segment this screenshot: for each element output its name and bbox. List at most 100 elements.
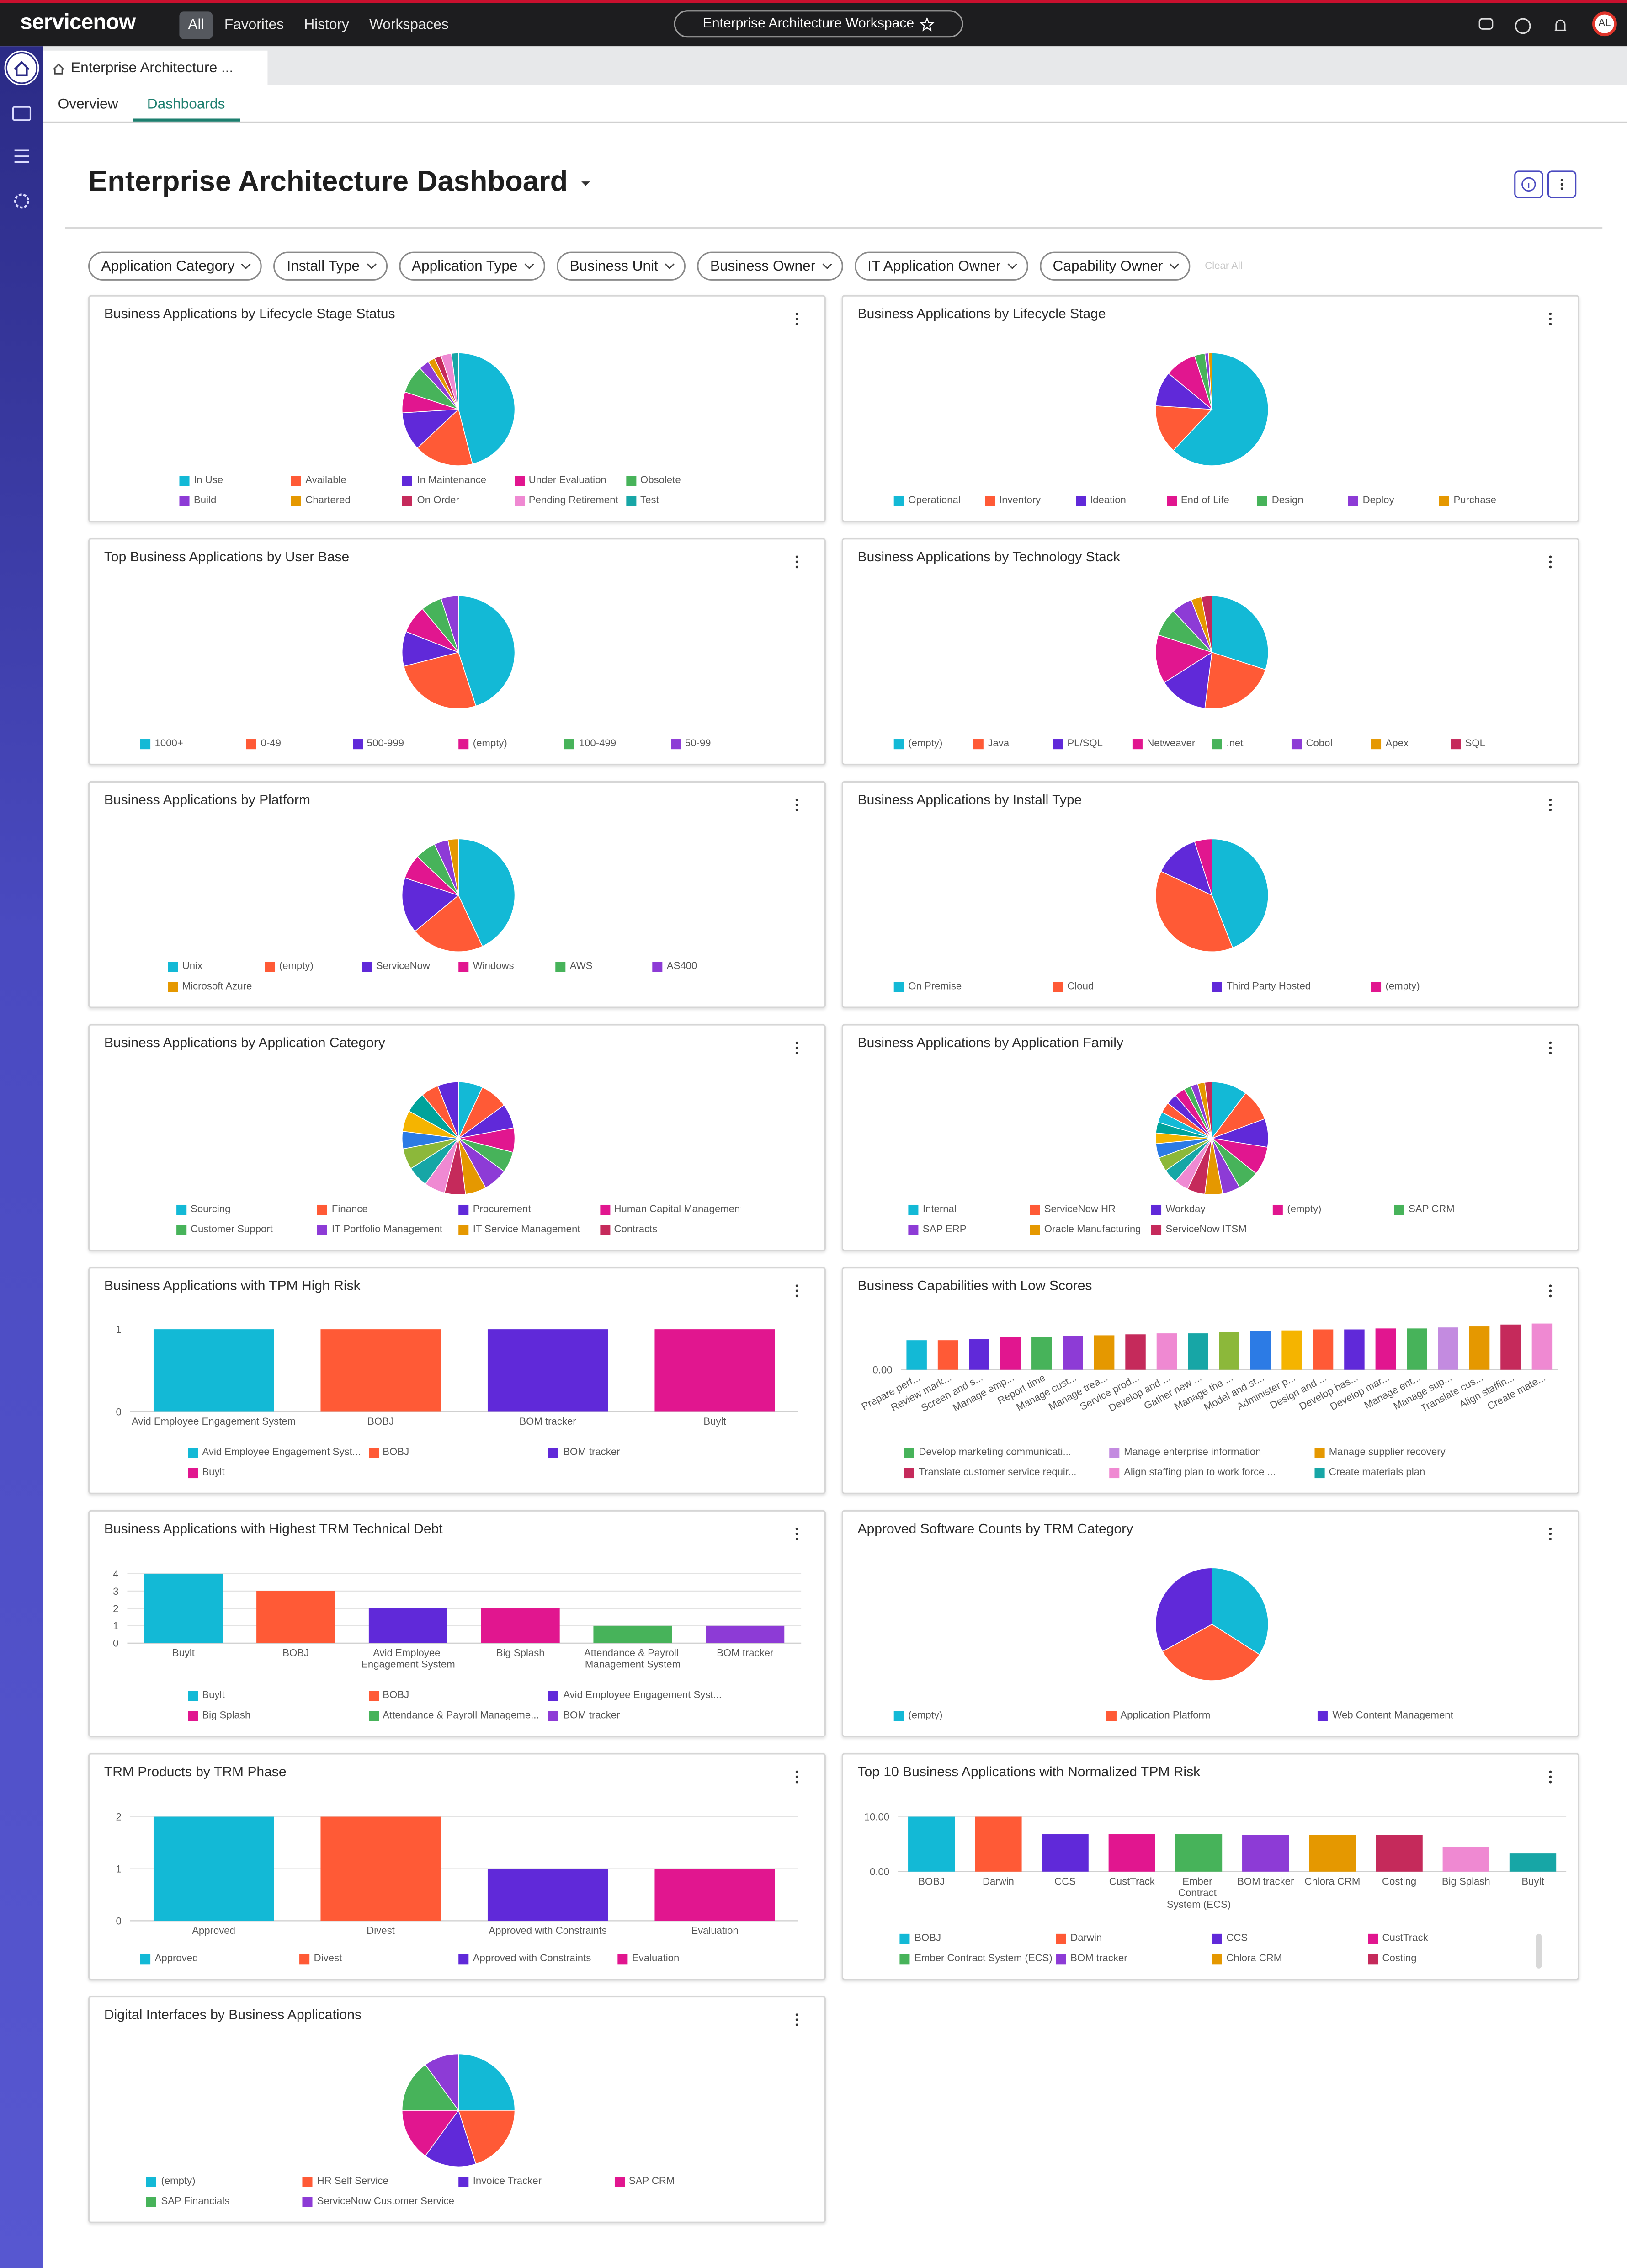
widget-menu[interactable] [1549,1041,1552,1054]
bar[interactable] [320,1816,441,1921]
legend-item[interactable]: Evaluation [617,1949,776,1969]
pie-slice[interactable] [1155,634,1213,683]
legend-item[interactable]: Approved with Constraints [458,1949,617,1969]
bar[interactable] [1469,1326,1490,1370]
legend-item[interactable]: Pending Retirement [514,490,626,511]
legend-item[interactable]: AWS [555,956,652,976]
legend-item[interactable]: 1000+ [140,733,246,753]
legend-item[interactable]: .net [1212,733,1292,753]
widget-menu[interactable] [1549,799,1552,811]
legend-item[interactable]: BOBJ [368,1685,549,1705]
legend-item[interactable]: Microsoft Azure [168,976,265,996]
bar[interactable] [144,1573,223,1643]
legend-item[interactable]: BOM tracker [1056,1949,1212,1969]
legend-item[interactable]: Avid Employee Engagement Syst... [548,1685,729,1705]
logo[interactable]: servicenow [20,10,136,35]
legend-item[interactable]: (empty) [265,956,362,976]
pie-slice[interactable] [437,1081,459,1139]
bar[interactable] [1031,1337,1052,1370]
menu-item[interactable]: Favorites [224,17,284,33]
legend-item[interactable]: Invoice Tracker [458,2171,614,2191]
legend-item[interactable]: (empty) [1272,1199,1394,1219]
bar[interactable] [1063,1336,1083,1370]
pie-slice[interactable] [425,2053,459,2112]
bar[interactable] [1375,1328,1396,1370]
legend-item[interactable]: In Use [179,470,291,490]
pie-slice[interactable] [401,2110,459,2156]
legend-item[interactable]: ServiceNow HR [1030,1199,1151,1219]
legend-item[interactable]: Inventory [984,490,1075,511]
pie-slice[interactable] [1155,405,1213,451]
filter-pill[interactable]: IT Application Owner [854,251,1028,281]
bar[interactable] [975,1816,1022,1872]
legend-item[interactable]: Web Content Management [1318,1705,1530,1725]
tab[interactable]: Enterprise Architecture ... [43,50,268,85]
pie-slice[interactable] [458,2110,516,2165]
legend-item[interactable]: Divest [299,1949,458,1969]
pie-slice[interactable] [1155,373,1213,410]
pie-slice[interactable] [1212,838,1269,948]
filter-pill[interactable]: Application Category [88,251,262,281]
bar[interactable] [1313,1329,1334,1370]
legend-item[interactable]: (empty) [458,733,564,753]
bar[interactable] [256,1591,335,1643]
legend-item[interactable]: 50-99 [670,733,776,753]
bar[interactable] [1175,1834,1223,1872]
bar[interactable] [153,1329,274,1412]
legend-item[interactable]: Build [179,490,291,511]
widget-menu[interactable] [795,1284,798,1298]
legend-item[interactable]: IT Portfolio Management [317,1219,458,1240]
bar[interactable] [1219,1332,1240,1370]
legend-item[interactable]: Obsolete [626,470,737,490]
pie-slice[interactable] [451,352,459,410]
legend-item[interactable]: Contracts [599,1219,741,1240]
bar[interactable] [706,1625,785,1643]
pie-slice[interactable] [458,352,516,465]
bar[interactable] [969,1339,989,1370]
pie-slice[interactable] [458,595,516,707]
pie-slice[interactable] [1173,352,1269,466]
legend-item[interactable]: PL/SQL [1053,733,1133,753]
info-button[interactable] [1514,170,1543,198]
pie-slice[interactable] [402,409,460,449]
sub-tab-active[interactable]: Dashboards [133,87,240,122]
avatar[interactable]: AL [1592,11,1617,37]
bar[interactable] [320,1329,441,1412]
bar[interactable] [654,1329,775,1412]
pie-slice[interactable] [425,2109,477,2167]
legend-item[interactable]: Attendance & Payroll Manageme... [368,1705,549,1725]
pie-slice[interactable] [447,838,459,895]
legend-item[interactable]: SAP Financials [146,2191,303,2211]
pie-slice[interactable] [1204,652,1266,709]
pie-slice[interactable] [414,894,483,952]
bar[interactable] [1438,1327,1458,1370]
pie-slice[interactable] [1201,595,1212,653]
legend-item[interactable]: SQL [1450,733,1530,753]
legend-item[interactable]: Manage supplier recovery [1314,1442,1520,1462]
bar[interactable] [1309,1835,1356,1872]
legend-item[interactable]: Deploy [1348,490,1439,511]
legend-item[interactable]: Procurement [458,1199,600,1219]
legend-item[interactable]: Manage enterprise information [1109,1442,1314,1462]
widget-menu[interactable] [795,1527,798,1540]
bar[interactable] [1042,1834,1089,1872]
legend-item[interactable]: Chartered [291,490,403,511]
header-icons[interactable] [1475,16,1577,36]
legend-item[interactable]: Approved [140,1949,299,1969]
legend-item[interactable]: Sourcing [176,1199,317,1219]
pie-slice[interactable] [458,838,516,947]
legend-item[interactable]: Apex [1371,733,1451,753]
legend-item[interactable]: HR Self Service [302,2171,458,2191]
bar[interactable] [1281,1330,1302,1370]
pie-slice[interactable] [440,595,459,653]
legend-item[interactable]: Darwin [1056,1928,1212,1948]
bar[interactable] [1094,1335,1115,1370]
widget-menu[interactable] [1549,1284,1552,1298]
legend-item[interactable]: 100-499 [564,733,670,753]
filter-pill[interactable]: Business Unit [556,251,686,281]
legend-item[interactable]: Cloud [1053,976,1212,996]
legend-item[interactable]: ServiceNow Customer Service [302,2191,458,2211]
pie-slice[interactable] [1208,352,1212,410]
bar[interactable] [1531,1323,1553,1370]
menu-item[interactable]: Workspaces [369,17,449,33]
